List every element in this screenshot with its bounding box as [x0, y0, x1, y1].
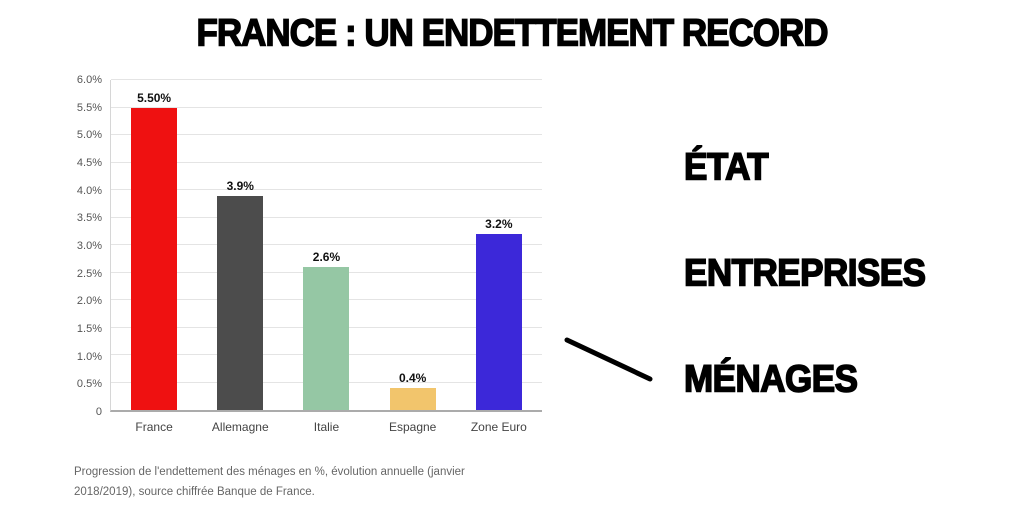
y-tick-label: 6.0%: [76, 74, 102, 86]
plot-area: 5.50% France 3.9% Allemagne 2.6% Italie 0.4% Es…: [110, 79, 542, 435]
label-menages: MÉNAGES: [683, 357, 858, 401]
x-axis-label: France: [135, 420, 173, 434]
gridline: [111, 161, 542, 163]
bar-value-label: 5.50%: [137, 90, 172, 105]
x-axis-label: Allemagne: [211, 420, 269, 434]
bar-value-label: 3.2%: [485, 217, 513, 231]
bar-group: 2.6% Italie: [295, 80, 357, 434]
y-tick-label: 0: [95, 406, 102, 418]
bar-allemagne: [217, 195, 264, 410]
gridline: [111, 134, 542, 135]
bars: 5.50% France 3.9% Allemagne 2.6% Italie 0.4% Es…: [111, 80, 542, 435]
y-tick-label: 0.5%: [76, 378, 102, 391]
chart-body: 0 0.5% 1.0% 1.5% 2.0% 2.5% 3.0% 3.5% 4.0% 4.5% 5.0…: [70, 74, 544, 435]
gridline: [111, 244, 542, 245]
x-axis-label: Italie: [313, 420, 340, 434]
bar-group: 5.50% France: [123, 80, 185, 434]
gridline: [111, 79, 542, 80]
page-title: FRANCE : UN ENDETTEMENT RECORD: [196, 11, 829, 55]
bar-group: 0.4% Espagne: [382, 80, 444, 434]
bar-france: [131, 107, 178, 410]
y-axis: 0 0.5% 1.0% 1.5% 2.0% 2.5% 3.0% 3.5% 4.0% 4.5% 5.0…: [70, 74, 106, 418]
y-tick-label: 4.0%: [76, 184, 102, 197]
label-entreprises: ENTREPRISES: [683, 251, 926, 295]
gridline: [111, 106, 542, 108]
gridline: [111, 216, 542, 218]
y-tick-label: 2.0%: [76, 295, 102, 308]
bar-zone-euro: [475, 234, 522, 410]
bar-value-label: 2.6%: [312, 250, 341, 264]
y-tick-label: 3.0%: [76, 240, 102, 252]
bar-italie: [303, 267, 350, 410]
x-axis-label: Espagne: [388, 420, 437, 434]
y-tick-label: 3.5%: [76, 212, 102, 225]
bar-value-label: 3.9%: [226, 178, 254, 193]
bar-group: 3.9% Allemagne: [209, 80, 271, 435]
y-tick-label: 2.5%: [76, 267, 102, 280]
y-tick-label: 5.0%: [76, 129, 102, 142]
x-axis-label: Zone Euro: [470, 420, 527, 434]
bar-value-label: 0.4%: [398, 371, 427, 385]
label-etat: ÉTAT: [683, 145, 769, 189]
y-tick-label: 1.0%: [76, 350, 102, 363]
bar-espagne: [389, 388, 436, 410]
y-tick-label: 1.5%: [76, 323, 102, 335]
bar-chart: 0 0.5% 1.0% 1.5% 2.0% 2.5% 3.0% 3.5% 4.0% 4.5% 5.0…: [70, 74, 544, 502]
bar-group: 3.2% Zone Euro: [468, 80, 530, 434]
gridline: [111, 189, 542, 190]
y-tick-label: 5.5%: [76, 101, 102, 114]
chart-caption: Progression de l'endettement des ménages…: [74, 466, 465, 499]
y-tick-label: 4.5%: [76, 157, 102, 169]
